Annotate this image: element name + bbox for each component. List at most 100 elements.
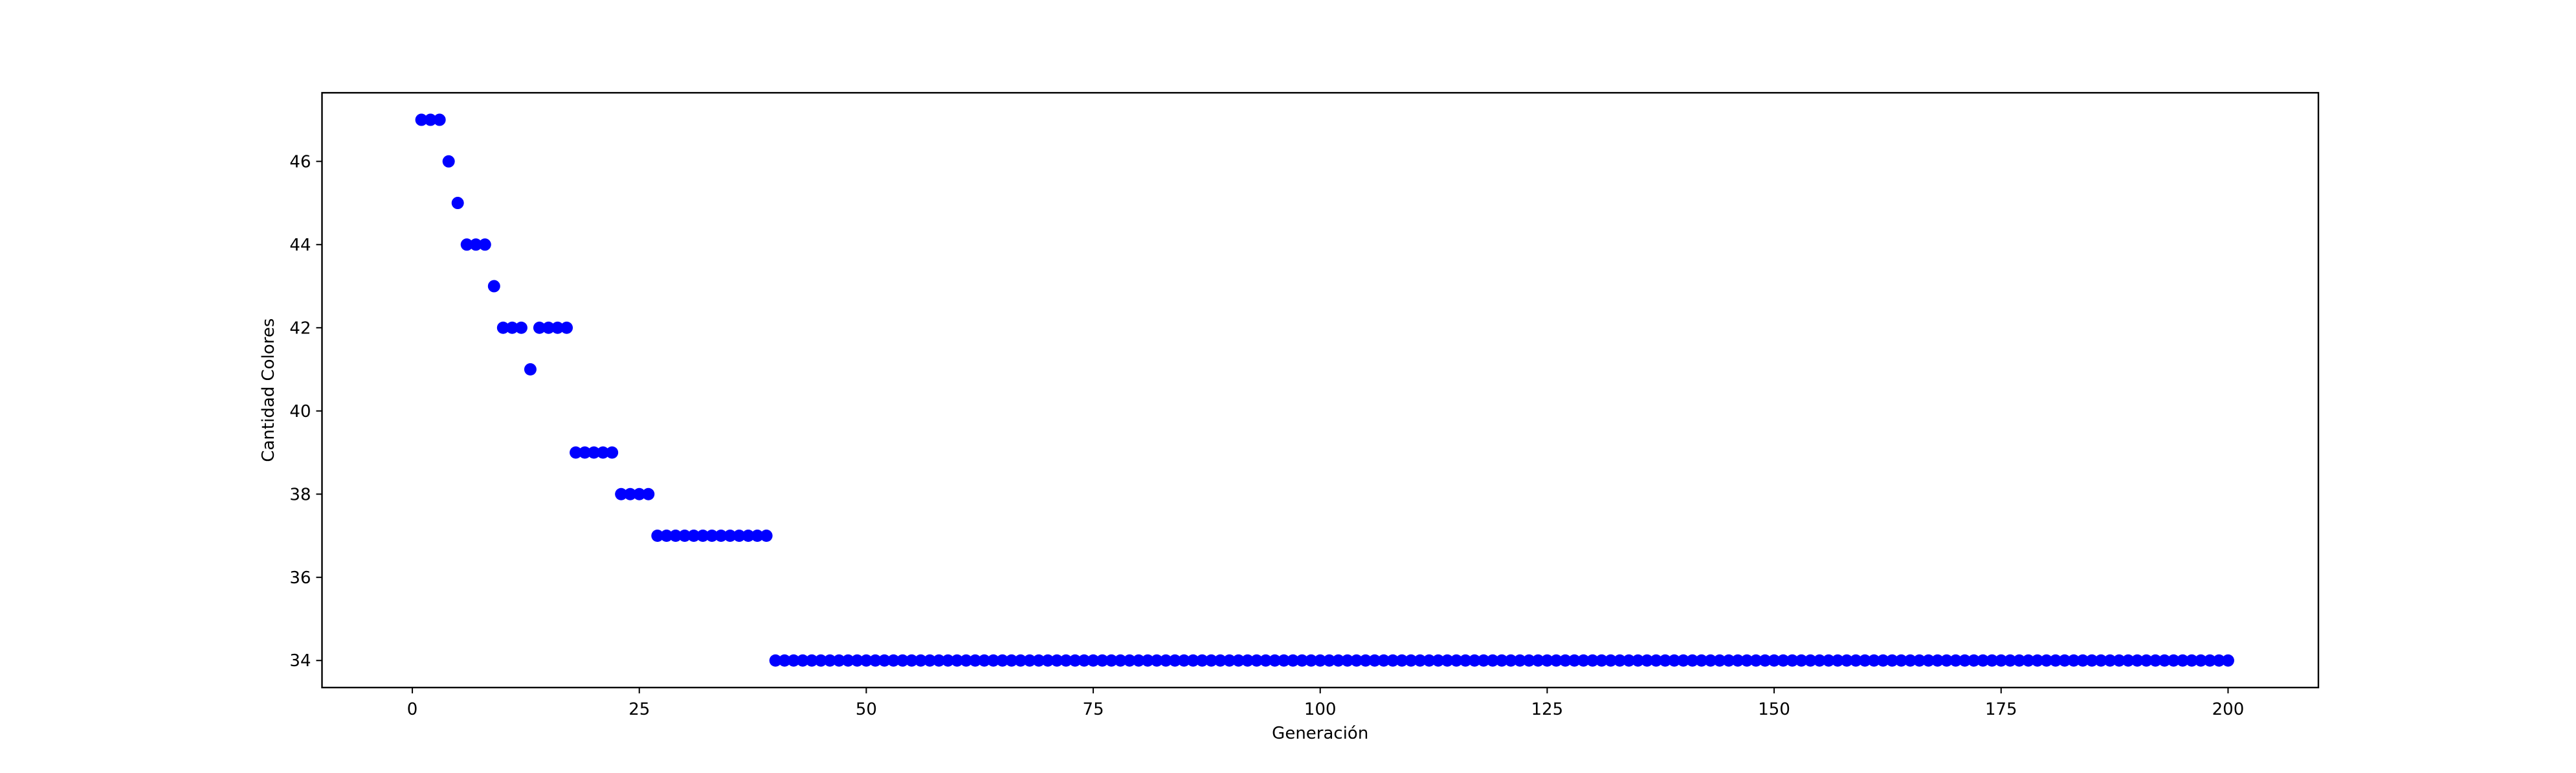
data-point: [951, 654, 964, 667]
data-point: [887, 654, 900, 667]
data-point: [561, 321, 573, 334]
data-point: [660, 530, 673, 543]
data-point: [542, 321, 555, 334]
data-point: [1604, 654, 1617, 667]
data-point: [2067, 654, 2080, 667]
data-point: [2076, 654, 2089, 667]
data-point: [451, 197, 464, 210]
data-point: [996, 654, 1009, 667]
data-point: [896, 654, 909, 667]
data-point: [969, 654, 982, 667]
data-point: [2176, 654, 2189, 667]
x-tick-label: 50: [856, 700, 877, 719]
plot-area-frame: [321, 92, 2320, 689]
data-point: [751, 530, 764, 543]
data-point: [1087, 654, 1100, 667]
data-point: [642, 487, 655, 500]
data-point: [1023, 654, 1036, 667]
x-tick-label: 100: [1304, 700, 1337, 719]
data-point: [1368, 654, 1381, 667]
data-point: [1995, 654, 2008, 667]
data-point: [1214, 654, 1227, 667]
data-point: [1168, 654, 1181, 667]
data-point: [1278, 654, 1291, 667]
data-point: [1332, 654, 1345, 667]
data-point: [1904, 654, 1916, 667]
data-point: [460, 238, 473, 251]
data-point: [1041, 654, 1054, 667]
data-point: [1949, 654, 1962, 667]
data-point: [1132, 654, 1145, 667]
data-point: [2058, 654, 2071, 667]
data-point: [2185, 654, 2198, 667]
data-point: [524, 363, 537, 376]
data-point: [1005, 654, 1018, 667]
data-point: [2167, 654, 2180, 667]
data-point: [533, 321, 546, 334]
data-point: [1241, 654, 1254, 667]
data-point: [469, 238, 482, 251]
data-point: [1205, 654, 1217, 667]
data-point: [2140, 654, 2153, 667]
data-point: [1260, 654, 1272, 667]
data-point: [1287, 654, 1300, 667]
data-point: [2104, 654, 2116, 667]
data-point: [1096, 654, 1109, 667]
x-tick-label: 75: [1083, 700, 1104, 719]
data-point: [924, 654, 937, 667]
y-tick-label: 44: [289, 236, 311, 255]
data-point: [860, 654, 872, 667]
data-point: [1250, 654, 1263, 667]
data-point: [1858, 654, 1871, 667]
data-point: [1386, 654, 1399, 667]
data-point: [805, 654, 818, 667]
data-point: [1704, 654, 1717, 667]
data-point: [1568, 654, 1581, 667]
data-point: [1195, 654, 1208, 667]
data-point: [1441, 654, 1454, 667]
data-point: [1586, 654, 1599, 667]
data-point: [2013, 654, 2026, 667]
data-point: [1323, 654, 1336, 667]
data-point: [1069, 654, 1082, 667]
data-point: [505, 321, 518, 334]
y-tick-label: 42: [289, 319, 311, 338]
data-point: [960, 654, 973, 667]
data-point: [597, 446, 610, 459]
data-point: [1931, 654, 1944, 667]
data-point: [1232, 654, 1245, 667]
data-point: [570, 446, 583, 459]
data-point: [1559, 654, 1571, 667]
data-point: [841, 654, 854, 667]
data-point: [1150, 654, 1163, 667]
data-point: [551, 321, 564, 334]
data-point: [678, 530, 691, 543]
data-point: [1078, 654, 1091, 667]
data-point: [669, 530, 682, 543]
data-point: [1659, 654, 1672, 667]
data-point: [1577, 654, 1590, 667]
data-point: [978, 654, 991, 667]
data-point: [588, 446, 601, 459]
data-point: [1813, 654, 1826, 667]
data-point: [1341, 654, 1354, 667]
x-axis: 0 25 50 75 100 125 150 175 200: [407, 688, 2244, 719]
data-point: [1740, 654, 1753, 667]
data-point: [1450, 654, 1463, 667]
data-point: [1849, 654, 1862, 667]
x-tick-label: 175: [1985, 700, 2017, 719]
data-point: [487, 280, 500, 293]
data-point: [2040, 654, 2053, 667]
data-point: [687, 530, 700, 543]
data-point: [715, 530, 727, 543]
data-point: [1968, 654, 1981, 667]
data-point: [1822, 654, 1835, 667]
data-point: [1795, 654, 1808, 667]
data-point: [1713, 654, 1726, 667]
data-point: [1522, 654, 1535, 667]
data-point: [1141, 654, 1154, 667]
data-point: [415, 113, 428, 126]
data-point: [1650, 654, 1663, 667]
data-point: [2212, 654, 2225, 667]
x-tick-label: 125: [1531, 700, 1564, 719]
